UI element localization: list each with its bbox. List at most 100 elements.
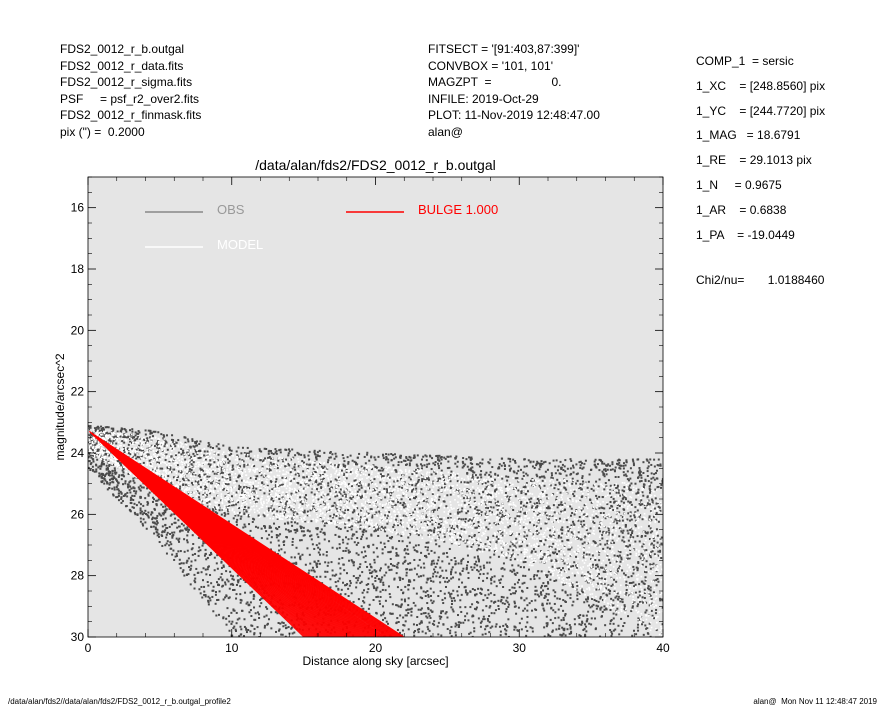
obs-point <box>227 512 230 515</box>
obs-point <box>400 603 403 606</box>
obs-point <box>643 504 646 507</box>
obs-point <box>209 463 212 466</box>
obs-point <box>524 557 527 560</box>
obs-point <box>130 487 133 490</box>
obs-point <box>170 523 173 526</box>
obs-point <box>266 537 269 540</box>
obs-point <box>500 578 503 581</box>
obs-point <box>357 576 360 579</box>
obs-point <box>190 463 193 466</box>
obs-point <box>398 485 401 488</box>
obs-point <box>324 561 327 564</box>
obs-point <box>555 628 558 631</box>
obs-point <box>612 509 615 512</box>
obs-point <box>457 517 460 520</box>
obs-point <box>357 513 360 516</box>
obs-point <box>561 529 564 532</box>
obs-point <box>425 516 428 519</box>
obs-point <box>432 462 435 465</box>
obs-point <box>102 463 105 466</box>
obs-point <box>91 454 94 457</box>
obs-point <box>297 452 300 455</box>
obs-point <box>320 528 323 531</box>
obs-point <box>585 529 588 532</box>
obs-point <box>443 540 446 543</box>
obs-point <box>433 623 436 626</box>
obs-point <box>581 475 584 478</box>
obs-point <box>556 469 559 472</box>
obs-point <box>198 457 201 460</box>
obs-point <box>148 459 151 462</box>
obs-point <box>460 510 463 513</box>
obs-point <box>538 595 541 598</box>
obs-point <box>427 607 430 610</box>
obs-point <box>541 490 544 493</box>
obs-point <box>189 567 192 570</box>
obs-point <box>129 496 132 499</box>
obs-point <box>118 474 121 477</box>
obs-point <box>239 633 242 636</box>
obs-point <box>328 487 331 490</box>
obs-point <box>108 439 111 442</box>
obs-point <box>207 445 210 448</box>
obs-point <box>458 578 461 581</box>
obs-point <box>102 450 105 453</box>
obs-point <box>156 499 159 502</box>
obs-point <box>381 453 384 456</box>
obs-point <box>341 454 344 457</box>
obs-point <box>473 500 476 503</box>
obs-point <box>430 635 433 637</box>
obs-point <box>412 456 415 459</box>
obs-point <box>288 506 291 509</box>
obs-point <box>544 511 547 514</box>
obs-point <box>578 516 581 519</box>
header-right-block: COMP_1 = sersic 1_XC = [248.8560] pix 1_YC… <box>696 49 825 247</box>
obs-point <box>465 512 468 515</box>
obs-point <box>209 458 212 461</box>
obs-point <box>355 543 358 546</box>
obs-point <box>202 542 205 545</box>
obs-point <box>572 471 575 474</box>
obs-point <box>111 474 114 477</box>
obs-point <box>91 449 94 452</box>
obs-point <box>633 516 636 519</box>
obs-point <box>437 633 440 636</box>
obs-point <box>379 579 382 582</box>
obs-point <box>387 585 390 588</box>
obs-point <box>661 478 663 481</box>
obs-point <box>227 509 230 512</box>
obs-point <box>480 476 483 479</box>
obs-point <box>526 534 529 537</box>
obs-point <box>620 558 623 561</box>
obs-point <box>126 447 129 450</box>
obs-point <box>114 469 117 472</box>
obs-point <box>263 626 266 629</box>
obs-point <box>131 430 134 433</box>
obs-point <box>469 469 472 472</box>
obs-point <box>192 473 195 476</box>
obs-point <box>251 624 254 627</box>
obs-point <box>155 517 158 520</box>
obs-point <box>382 457 385 460</box>
obs-point <box>91 445 94 448</box>
obs-point <box>284 528 287 531</box>
obs-point <box>102 427 105 430</box>
obs-point <box>258 613 261 616</box>
obs-point <box>402 623 405 626</box>
obs-point <box>258 605 261 608</box>
obs-point <box>445 577 448 580</box>
obs-point <box>166 527 169 530</box>
obs-point <box>171 553 174 556</box>
obs-point <box>433 531 436 534</box>
obs-point <box>216 512 219 515</box>
obs-point <box>253 606 256 609</box>
obs-point <box>360 496 363 499</box>
obs-point <box>377 455 380 458</box>
obs-point <box>122 446 125 449</box>
obs-point <box>292 511 295 514</box>
obs-point <box>163 511 166 514</box>
obs-point <box>228 446 231 449</box>
obs-point <box>357 567 360 570</box>
obs-point <box>479 461 482 464</box>
obs-point <box>648 503 651 506</box>
